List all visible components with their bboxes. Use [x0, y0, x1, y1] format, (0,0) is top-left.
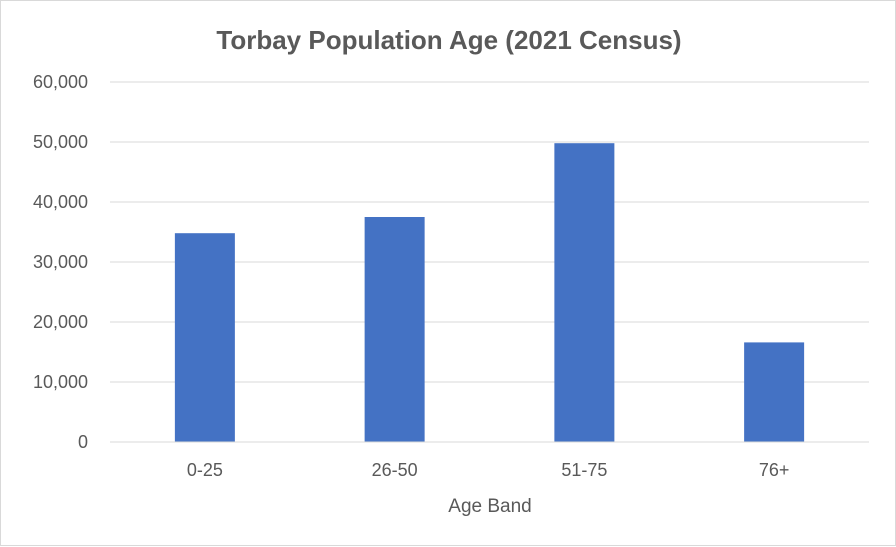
y-axis-ticks: 0 10,000 20,000 30,000 40,000 50,000 60,000 [33, 72, 88, 452]
y-tick-label: 0 [78, 432, 88, 452]
y-tick-label: 50,000 [33, 132, 88, 152]
y-tick-label: 30,000 [33, 252, 88, 272]
chart-title: Torbay Population Age (2021 Census) [216, 25, 681, 55]
bar-76+ [744, 342, 805, 442]
bars [174, 143, 805, 442]
y-tick-label: 20,000 [33, 312, 88, 332]
x-axis-ticks: 0-25 26-50 51-75 76+ [187, 460, 790, 480]
x-tick-label: 26-50 [372, 460, 418, 480]
x-tick-label: 76+ [759, 460, 790, 480]
y-tick-label: 40,000 [33, 192, 88, 212]
bar-0-25 [174, 233, 235, 442]
x-tick-label: 0-25 [187, 460, 223, 480]
bar-26-50 [364, 217, 425, 442]
gridlines [110, 81, 869, 383]
y-tick-label: 10,000 [33, 372, 88, 392]
x-axis-label: Age Band [448, 496, 531, 517]
bar-51-75 [554, 143, 615, 442]
x-tick-label: 51-75 [561, 460, 607, 480]
y-tick-label: 60,000 [33, 72, 88, 92]
